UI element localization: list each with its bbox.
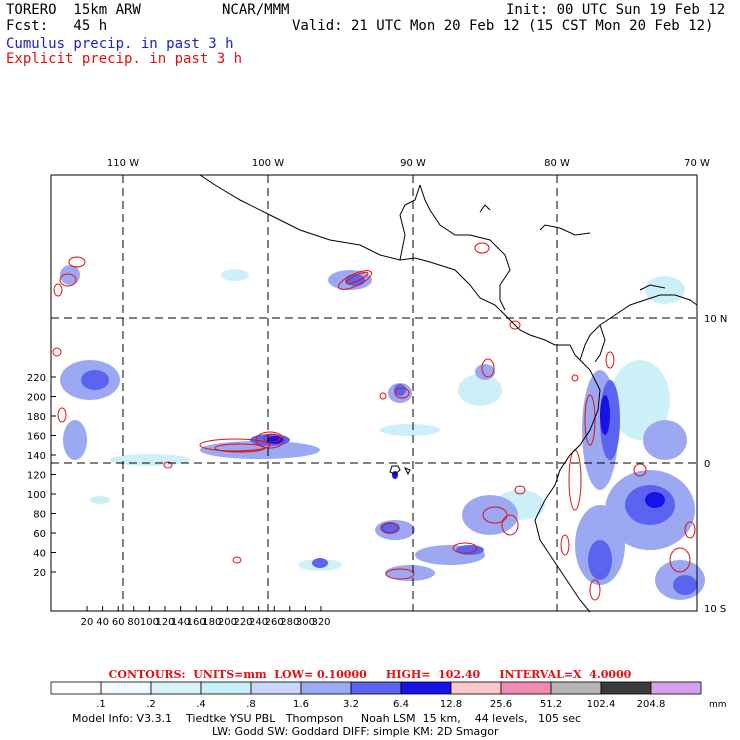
x-tick-label: 320: [311, 617, 330, 628]
colorbar-label: 204.8: [637, 699, 666, 710]
y-tick-label: 120: [27, 471, 46, 482]
y-tick-label: 160: [27, 432, 46, 443]
x-tick-label: 20: [81, 617, 94, 628]
colorbar-swatch: [650, 681, 702, 695]
y-tick-label: 60: [33, 529, 46, 540]
colorbar-label: 12.8: [440, 699, 462, 710]
y-tick-label: 180: [27, 412, 46, 423]
x-tick-label: 40: [96, 617, 109, 628]
x-tick-label: 300: [296, 617, 315, 628]
lon-label: 110 W: [107, 158, 139, 169]
colorbar-unit: mm: [709, 700, 727, 710]
lon-label: 100 W: [252, 158, 284, 169]
x-tick-label: 140: [171, 617, 190, 628]
init-time: Init: 00 UTC Sun 19 Feb 12: [506, 2, 726, 18]
model-title: TORERO 15km ARW: [6, 2, 141, 18]
colorbar-label: .4: [196, 699, 206, 710]
lat-label: 10 N: [704, 314, 727, 325]
colorbar-label: 51.2: [540, 699, 562, 710]
valid-time: Valid: 21 UTC Mon 20 Feb 12 (15 CST Mon …: [292, 18, 714, 34]
x-tick-label: 80: [127, 617, 140, 628]
latitude-labels: 10 N 0 10 S: [704, 314, 727, 615]
colorbar-label: .1: [96, 699, 106, 710]
x-tick-label: 200: [218, 617, 237, 628]
colorbar-swatch: [200, 681, 252, 695]
lat-label: 0: [704, 459, 710, 470]
lon-label: 90 W: [400, 158, 426, 169]
lat-label: 10 S: [704, 604, 726, 615]
coastlines: [199, 174, 698, 613]
precip-map: 20 40 60 80 10012014016018020022024026028030…: [27, 158, 727, 628]
y-tick-label: 200: [27, 393, 46, 404]
x-tick-label: 240: [249, 617, 268, 628]
y-tick-label: 140: [27, 451, 46, 462]
colorbar-label: 1.6: [293, 699, 309, 710]
lon-label: 70 W: [684, 158, 710, 169]
physics-info: LW: Godd SW: Goddard DIFF: simple KM: 2D…: [212, 725, 499, 738]
x-tick-label: 160: [187, 617, 206, 628]
colorbar-label: .2: [146, 699, 156, 710]
x-tick-label: 260: [265, 617, 284, 628]
colorbar-label: .8: [246, 699, 256, 710]
x-tick-label: 180: [202, 617, 221, 628]
colorbar-label: 6.4: [393, 699, 409, 710]
colorbar-swatch: [50, 681, 102, 695]
precip-shading: [60, 265, 705, 600]
org-label: NCAR/MMM: [222, 2, 290, 18]
x-tick-label: 60: [112, 617, 125, 628]
y-tick-label: 80: [33, 510, 46, 521]
colorbar-swatch: [450, 681, 502, 695]
forecast-hour: Fcst: 45 h: [6, 18, 108, 34]
colorbar-swatch: [300, 681, 352, 695]
lon-label: 80 W: [544, 158, 570, 169]
longitude-labels: 110 W 100 W 90 W 80 W 70 W: [107, 158, 710, 169]
colorbar-swatch: [150, 681, 202, 695]
x-axis: 20 40 60 80 10012014016018020022024026028030…: [81, 606, 331, 628]
colorbar-label: 3.2: [343, 699, 359, 710]
precip-contours: [52, 242, 696, 601]
y-tick-label: 100: [27, 490, 46, 501]
colorbar-swatch: [550, 681, 602, 695]
map-frame: [50, 174, 698, 612]
model-info: Model Info: V3.3.1 Tiedtke YSU PBL Thomp…: [72, 712, 582, 725]
y-tick-label: 220: [27, 373, 46, 384]
colorbar-swatch: [350, 681, 402, 695]
x-tick-label: 220: [233, 617, 252, 628]
colorbar-swatch: [400, 681, 452, 695]
colorbar: .1 .2 .4 .8 1.6 3.2 6.4 12.8 25.6 51.2 102.4 204.8 m…: [50, 681, 727, 710]
colorbar-swatch: [250, 681, 302, 695]
y-tick-label: 20: [33, 568, 46, 579]
legend-cumulus: Cumulus precip. in past 3 h: [6, 36, 234, 52]
colorbar-label: 102.4: [587, 699, 616, 710]
x-tick-label: 280: [280, 617, 299, 628]
colorbar-swatch: [500, 681, 552, 695]
colorbar-swatch: [600, 681, 652, 695]
colorbar-swatch: [100, 681, 152, 695]
y-tick-label: 40: [33, 549, 46, 560]
graticule: [51, 175, 697, 611]
legend-explicit: Explicit precip. in past 3 h: [6, 51, 243, 67]
x-tick-label: 100: [140, 617, 159, 628]
contour-info: CONTOURS: UNITS=mm LOW= 0.10000 HIGH= 10…: [108, 668, 632, 681]
colorbar-label: 25.6: [490, 699, 512, 710]
y-axis: 20 40 60 80 100 120 140 160 180 200 220: [27, 373, 56, 579]
x-tick-label: 120: [155, 617, 174, 628]
